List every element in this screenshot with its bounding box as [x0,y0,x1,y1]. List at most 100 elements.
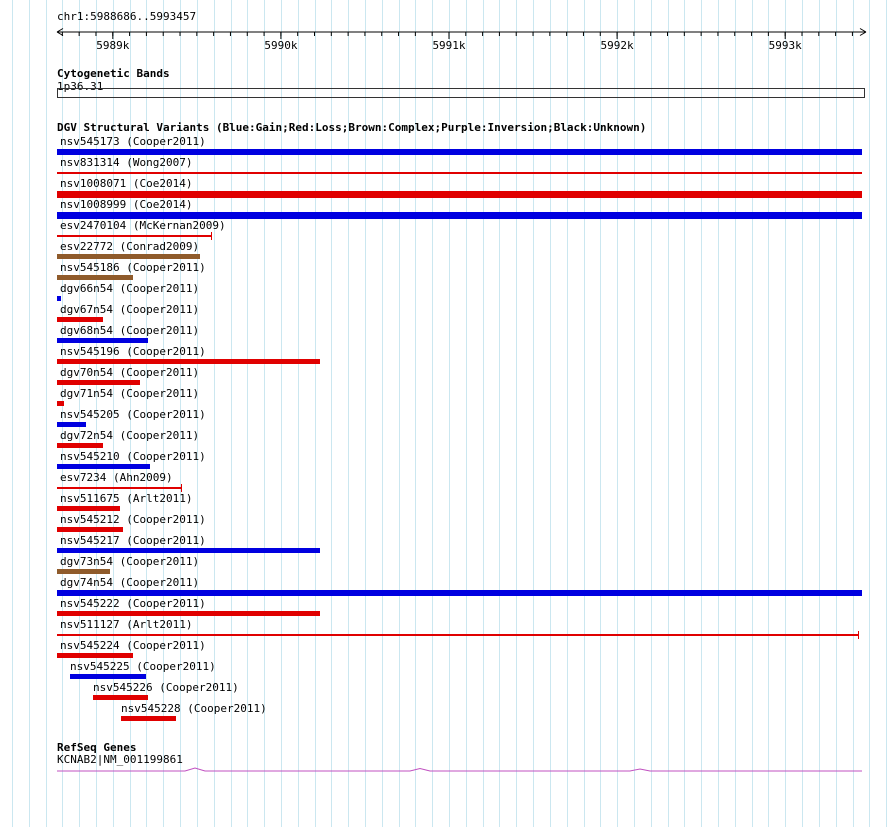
coordinate-ruler[interactable] [0,26,890,42]
variant-label[interactable]: nsv545228 (Cooper2011) [121,702,267,715]
grid-line [112,0,114,827]
variant-label[interactable]: nsv545173 (Cooper2011) [60,135,206,148]
grid-line [617,0,619,827]
variant-label[interactable]: nsv545224 (Cooper2011) [60,639,206,652]
grid-line [499,0,501,827]
variant-bar[interactable] [57,506,120,511]
variant-bar[interactable] [57,359,320,364]
variant-bar[interactable] [57,422,86,427]
variant-bar[interactable] [57,653,133,658]
dgv-track-title: DGV Structural Variants (Blue:Gain;Red:L… [57,121,647,134]
variant-label[interactable]: dgv74n54 (Cooper2011) [60,576,200,589]
variant-label[interactable]: esv2470104 (McKernan2009) [60,219,226,232]
grid-line [163,0,165,827]
variant-bar[interactable] [57,296,61,301]
grid-line [516,0,518,827]
grid-line [230,0,232,827]
grid-line [734,0,736,827]
variant-bar[interactable] [57,338,148,343]
gene-model-glyph[interactable] [0,762,890,776]
grid-line [129,0,131,827]
gene-name-label[interactable]: KCNAB2|NM_001199861 [57,753,183,766]
variant-bar[interactable] [57,275,133,280]
variant-label[interactable]: dgv67n54 (Cooper2011) [60,303,200,316]
variant-bar[interactable] [57,235,211,237]
variant-bar[interactable] [57,401,64,406]
variant-bar[interactable] [57,527,123,532]
grid-line [146,0,148,827]
grid-line [465,0,467,827]
variant-bar[interactable] [57,548,320,553]
grid-line [314,0,316,827]
variant-bar[interactable] [57,464,150,469]
variant-label[interactable]: nsv545226 (Cooper2011) [93,681,239,694]
grid-line [381,0,383,827]
variant-label[interactable]: nsv1008999 (Coe2014) [60,198,193,211]
variant-label[interactable]: nsv511675 (Arlt2011) [60,492,193,505]
grid-line [886,0,888,827]
variant-bar[interactable] [57,634,858,636]
grid-line [180,0,182,827]
variant-bar[interactable] [57,380,140,385]
variant-bar[interactable] [57,149,862,155]
variant-label[interactable]: nsv511127 (Arlt2011) [60,618,193,631]
variant-label[interactable]: nsv545210 (Cooper2011) [60,450,206,463]
variant-label[interactable]: nsv831314 (Wong2007) [60,156,193,169]
variant-bar[interactable] [57,172,862,174]
grid-line [12,0,13,827]
grid-line [45,0,47,827]
variant-label[interactable]: nsv545212 (Cooper2011) [60,513,206,526]
variant-end-tick [858,631,859,639]
variant-label[interactable]: nsv545222 (Cooper2011) [60,597,206,610]
variant-bar[interactable] [57,611,320,616]
grid-line [432,0,434,827]
variant-bar[interactable] [70,674,146,679]
grid-line [650,0,652,827]
grid-line [549,0,551,827]
variant-label[interactable]: dgv73n54 (Cooper2011) [60,555,200,568]
refseq-track-title: RefSeq Genes [57,741,137,754]
grid-line [583,0,585,827]
grid-line [785,0,787,827]
variant-label[interactable]: esv7234 (Ahn2009) [60,471,173,484]
variant-label[interactable]: nsv1008071 (Coe2014) [60,177,193,190]
variant-bar[interactable] [121,716,176,721]
variant-label[interactable]: nsv545205 (Cooper2011) [60,408,206,421]
grid-line [196,0,198,827]
ruler-tick-label: 5992k [600,39,634,52]
variant-end-tick [211,232,212,240]
variant-bar[interactable] [57,569,110,574]
variant-label[interactable]: nsv545217 (Cooper2011) [60,534,206,547]
variant-label[interactable]: dgv66n54 (Cooper2011) [60,282,200,295]
variant-bar[interactable] [57,487,181,489]
grid-line [348,0,350,827]
grid-line [566,0,568,827]
variant-label[interactable]: dgv68n54 (Cooper2011) [60,324,200,337]
grid-line [297,0,299,827]
variant-bar[interactable] [57,590,862,596]
variant-bar[interactable] [57,191,862,198]
variant-label[interactable]: nsv545196 (Cooper2011) [60,345,206,358]
variant-label[interactable]: nsv545186 (Cooper2011) [60,261,206,274]
variant-label[interactable]: dgv70n54 (Cooper2011) [60,366,200,379]
variant-bar[interactable] [93,695,148,700]
gene-line[interactable] [57,767,862,772]
region-position-label: chr1:5988686..5993457 [57,10,197,23]
variant-bar[interactable] [57,254,200,259]
ruler-tick-label: 5991k [432,39,466,52]
variant-label[interactable]: dgv71n54 (Cooper2011) [60,387,200,400]
variant-bar[interactable] [57,443,103,448]
variant-label[interactable]: nsv545225 (Cooper2011) [70,660,216,673]
variant-end-tick [181,484,182,492]
grid-line [79,0,81,827]
grid-line [365,0,366,827]
variant-label[interactable]: esv22772 (Conrad2009) [60,240,200,253]
variant-label[interactable]: dgv72n54 (Cooper2011) [60,429,200,442]
grid-line [835,0,837,827]
variant-bar[interactable] [57,317,103,322]
ruler-tick-label: 5993k [768,39,802,52]
variant-bar[interactable] [57,212,862,219]
grid-line [600,0,602,827]
grid-line [667,0,669,827]
